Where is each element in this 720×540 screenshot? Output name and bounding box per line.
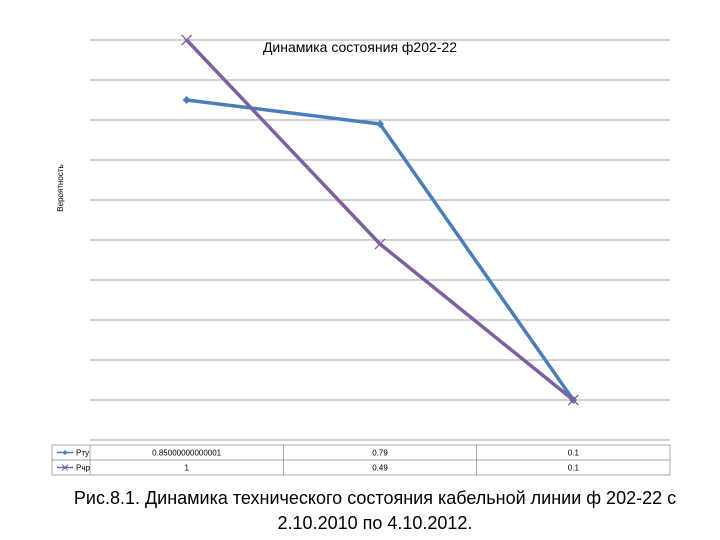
chart-title: Динамика состояния ф202-22 <box>263 39 457 55</box>
data-point <box>181 34 193 46</box>
data-table: Pту 0.85000000000001 0.79 0.1 Pчр 1 0.49 0.1 <box>51 444 671 476</box>
figure-caption: Рис.8.1. Динамика технического состояния… <box>40 486 710 536</box>
table-cell: 0.1 <box>568 464 580 473</box>
data-point <box>567 394 579 406</box>
caption-line-2: 2.10.2010 по 4.10.2012. <box>277 513 473 533</box>
caption-line-1: Рис.8.1. Динамика технического состояния… <box>73 488 677 508</box>
data-point <box>182 96 191 104</box>
table-cell: 0.79 <box>372 449 388 458</box>
chart: Динамика состояния ф202-22 Вероятность P… <box>51 34 671 476</box>
legend-key-1 <box>57 450 73 455</box>
legend-label: Pчр <box>76 464 91 473</box>
table-cell: 0.85000000000001 <box>152 449 222 458</box>
series-line-2 <box>185 38 575 402</box>
data-point <box>376 120 384 128</box>
table-cell: 1 <box>184 464 189 473</box>
table-cell: 0.1 <box>568 449 580 458</box>
y-axis-label: Вероятность <box>56 164 65 211</box>
legend-label: Pту <box>76 449 89 458</box>
gridlines <box>90 39 670 441</box>
series-layer <box>181 34 579 406</box>
legend-key-2 <box>57 464 73 471</box>
data-point <box>374 238 386 250</box>
table-cell: 0.49 <box>372 464 388 473</box>
